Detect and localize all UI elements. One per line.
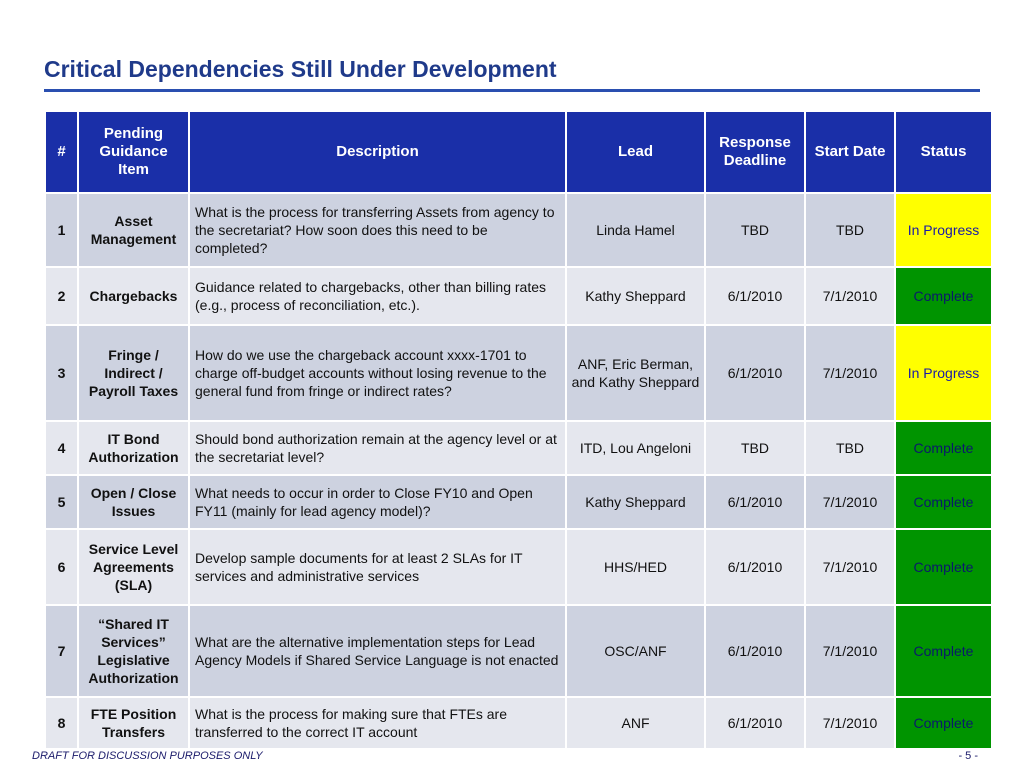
table-row: 7 “Shared IT Services” Legislative Author…	[44, 604, 993, 698]
row-lead: Kathy Sheppard	[565, 266, 706, 326]
row-lead: ITD, Lou Angeloni	[565, 420, 706, 476]
row-number: 5	[44, 474, 79, 530]
row-status: Complete	[894, 420, 993, 476]
row-number: 4	[44, 420, 79, 476]
table-row: 8 FTE Position Transfers What is the proce…	[44, 696, 993, 750]
pending-guidance-item: Fringe / Indirect / Payroll Taxes	[77, 324, 190, 422]
row-response-deadline: TBD	[704, 192, 806, 268]
header-description: Description	[188, 110, 567, 194]
pending-guidance-item: FTE Position Transfers	[77, 696, 190, 750]
row-lead: Kathy Sheppard	[565, 474, 706, 530]
row-start-date: 7/1/2010	[804, 528, 896, 606]
table-row: 4 IT Bond Authorization Should bond author…	[44, 420, 993, 476]
dependencies-table: # Pending Guidance Item Description Lead…	[44, 110, 993, 750]
pending-guidance-item: IT Bond Authorization	[77, 420, 190, 476]
header-start-date: Start Date	[804, 110, 896, 194]
row-response-deadline: TBD	[704, 420, 806, 476]
row-response-deadline: 6/1/2010	[704, 474, 806, 530]
row-response-deadline: 6/1/2010	[704, 324, 806, 422]
row-number: 6	[44, 528, 79, 606]
row-start-date: 7/1/2010	[804, 604, 896, 698]
row-number: 7	[44, 604, 79, 698]
row-number: 3	[44, 324, 79, 422]
row-start-date: 7/1/2010	[804, 324, 896, 422]
row-status: Complete	[894, 474, 993, 530]
table-row: 5 Open / Close Issues What needs to occur …	[44, 474, 993, 530]
row-response-deadline: 6/1/2010	[704, 266, 806, 326]
table-row: 1 Asset Management What is the process for…	[44, 192, 993, 268]
row-description: What needs to occur in order to Close FY…	[188, 474, 567, 530]
row-description: Develop sample documents for at least 2 …	[188, 528, 567, 606]
row-start-date: TBD	[804, 420, 896, 476]
row-description: What is the process for making sure that…	[188, 696, 567, 750]
row-lead: ANF	[565, 696, 706, 750]
row-number: 1	[44, 192, 79, 268]
row-description: What is the process for transferring Ass…	[188, 192, 567, 268]
row-description: How do we use the chargeback account xxx…	[188, 324, 567, 422]
header-num: #	[44, 110, 79, 194]
pending-guidance-item: Open / Close Issues	[77, 474, 190, 530]
row-description: What are the alternative implementation …	[188, 604, 567, 698]
pending-guidance-item: Service Level Agreements (SLA)	[77, 528, 190, 606]
pending-guidance-item: Asset Management	[77, 192, 190, 268]
row-status: Complete	[894, 266, 993, 326]
header-lead: Lead	[565, 110, 706, 194]
row-description: Should bond authorization remain at the …	[188, 420, 567, 476]
table-header-row: # Pending Guidance Item Description Lead…	[44, 110, 993, 194]
table-row: 2 Chargebacks Guidance related to chargeba…	[44, 266, 993, 326]
header-status: Status	[894, 110, 993, 194]
row-status: In Progress	[894, 324, 993, 422]
row-start-date: 7/1/2010	[804, 474, 896, 530]
table-row: 3 Fringe / Indirect / Payroll Taxes How do…	[44, 324, 993, 422]
row-status: Complete	[894, 696, 993, 750]
page-title: Critical Dependencies Still Under Develo…	[44, 56, 557, 82]
row-lead: OSC/ANF	[565, 604, 706, 698]
row-start-date: TBD	[804, 192, 896, 268]
row-lead: Linda Hamel	[565, 192, 706, 268]
header-item: Pending Guidance Item	[77, 110, 190, 194]
row-start-date: 7/1/2010	[804, 266, 896, 326]
row-number: 2	[44, 266, 79, 326]
title-divider	[44, 89, 980, 92]
draft-disclaimer: DRAFT FOR DISCUSSION PURPOSES ONLY	[32, 750, 263, 762]
header-response-deadline: Response Deadline	[704, 110, 806, 194]
row-response-deadline: 6/1/2010	[704, 528, 806, 606]
row-response-deadline: 6/1/2010	[704, 604, 806, 698]
page-number: - 5 -	[958, 750, 978, 762]
pending-guidance-item: Chargebacks	[77, 266, 190, 326]
row-lead: HHS/HED	[565, 528, 706, 606]
row-description: Guidance related to chargebacks, other t…	[188, 266, 567, 326]
pending-guidance-item: “Shared IT Services” Legislative Authori…	[77, 604, 190, 698]
row-lead: ANF, Eric Berman, and Kathy Sheppard	[565, 324, 706, 422]
row-status: Complete	[894, 604, 993, 698]
row-response-deadline: 6/1/2010	[704, 696, 806, 750]
row-start-date: 7/1/2010	[804, 696, 896, 750]
row-status: In Progress	[894, 192, 993, 268]
row-number: 8	[44, 696, 79, 750]
table-row: 6 Service Level Agreements (SLA) Develop s…	[44, 528, 993, 606]
row-status: Complete	[894, 528, 993, 606]
